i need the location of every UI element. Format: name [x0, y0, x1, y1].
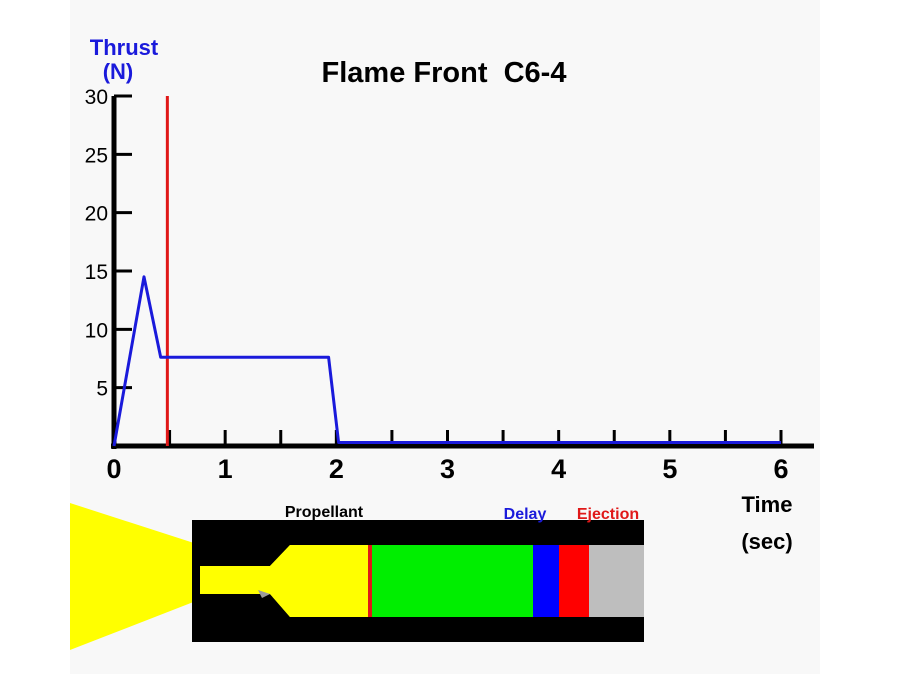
ejection-charge — [559, 545, 589, 617]
ejection-label: Ejection — [577, 506, 639, 523]
thrust-curve-line — [112, 275, 781, 447]
nozzle-grey-edge — [258, 590, 270, 598]
x-tick-label: 3 — [440, 454, 455, 484]
nozzle-cutout — [192, 520, 290, 566]
x-tick-label: 0 — [106, 454, 121, 484]
flame-front-line — [368, 545, 372, 617]
propellant-label: Propellant — [285, 504, 364, 521]
motor-end-cap — [589, 545, 644, 617]
nozzle-cutout-lower — [192, 594, 290, 642]
y-tick-label: 25 — [85, 144, 108, 167]
exhaust-flame — [70, 503, 268, 650]
y-tick-label: 30 — [85, 86, 108, 109]
burnt-propellant-region — [270, 545, 370, 617]
y-tick-label: 20 — [85, 203, 108, 226]
x-axis-label-line1: Time — [742, 492, 793, 517]
y-tick-label: 10 — [85, 319, 108, 342]
chart-title: Flame Front C6-4 — [322, 57, 567, 89]
x-tick-label: 5 — [662, 454, 677, 484]
propellant-grain — [370, 545, 533, 617]
x-tick-label: 4 — [551, 454, 566, 484]
x-tick-label: 2 — [329, 454, 344, 484]
x-tick-label: 6 — [773, 454, 788, 484]
y-tick-label: 5 — [96, 378, 108, 401]
y-axis-label-line1: Thrust — [90, 35, 159, 60]
delay-label: Delay — [504, 506, 547, 523]
y-tick-label: 15 — [85, 261, 108, 284]
x-tick-label: 1 — [218, 454, 233, 484]
y-axis-label-line2: (N) — [103, 59, 134, 84]
rocket-motor-diagram: Propellant Delay Ejection — [70, 503, 644, 650]
delay-charge — [533, 545, 559, 617]
x-axis-label-line2: (sec) — [741, 529, 792, 554]
chart-axes: 5 10 15 20 25 30 0 1 2 3 4 5 6 — [85, 86, 814, 484]
chart-marks — [112, 96, 781, 447]
